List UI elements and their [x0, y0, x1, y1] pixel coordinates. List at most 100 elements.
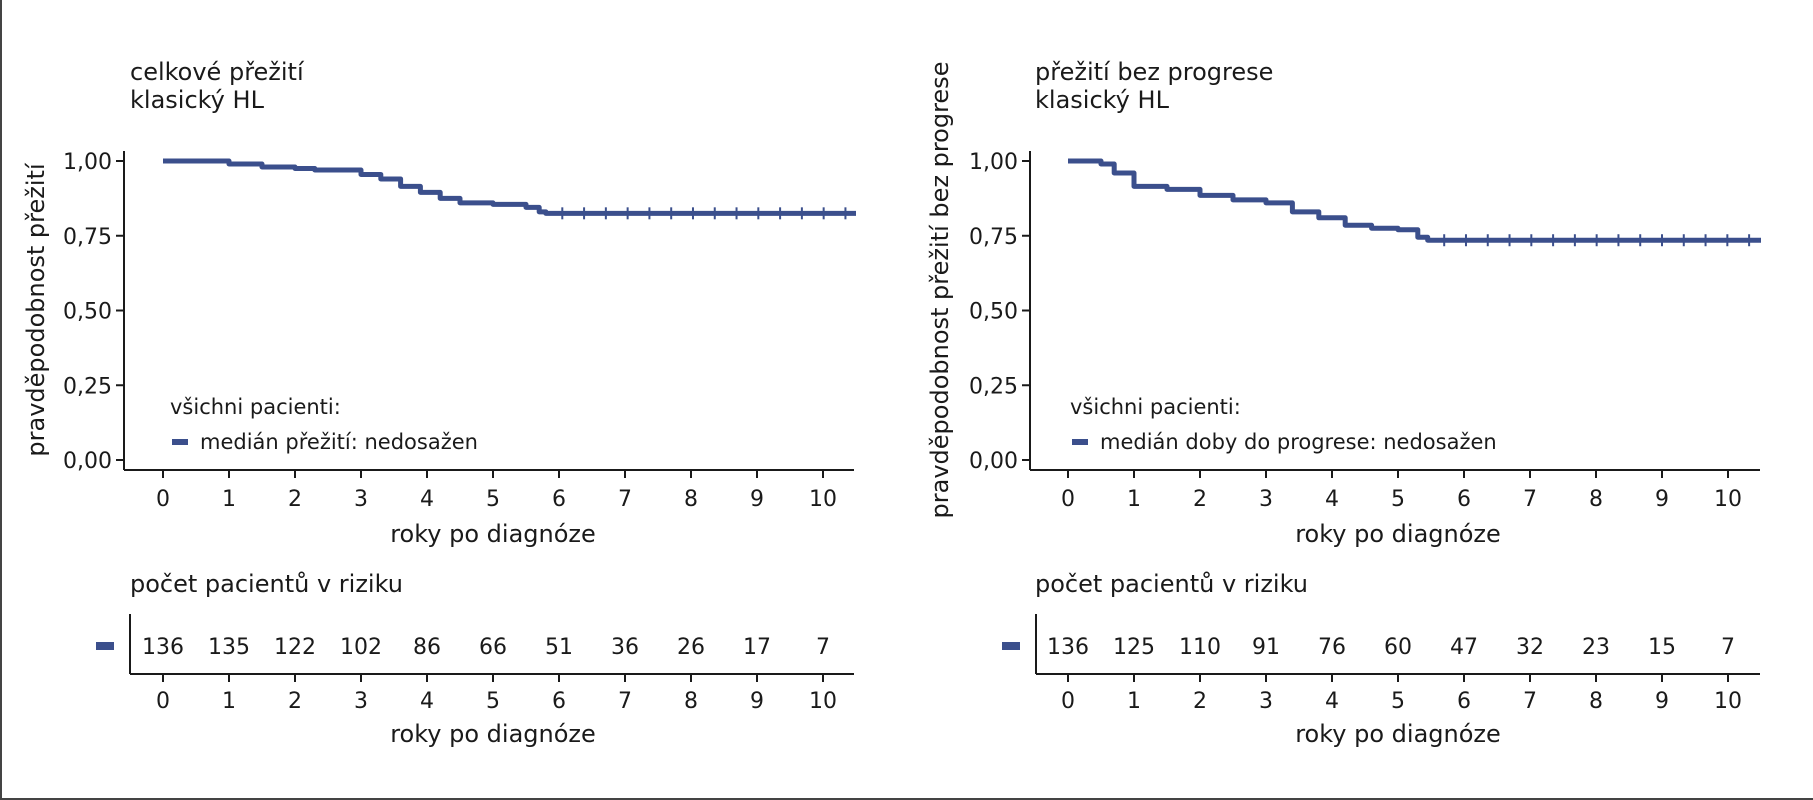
- risk-count: 26: [677, 635, 705, 660]
- risk-x-tick-label: 7: [618, 689, 632, 714]
- y-tick-label: 0,25: [63, 374, 112, 399]
- x-tick-label: 4: [1325, 487, 1339, 512]
- y-tick-label: 1,00: [63, 150, 112, 175]
- x-tick-label: 10: [809, 487, 837, 512]
- risk-count: 76: [1318, 635, 1346, 660]
- y-tick-label: 0,25: [969, 374, 1018, 399]
- risk-x-tick-label: 5: [486, 689, 500, 714]
- x-axis-label: roky po diagnóze: [390, 520, 596, 548]
- risk-count: 32: [1516, 635, 1544, 660]
- risk-x-tick-label: 0: [156, 689, 170, 714]
- legend-swatch: [172, 439, 188, 445]
- x-tick-label: 0: [156, 487, 170, 512]
- risk-x-tick-label: 10: [1714, 689, 1742, 714]
- risk-x-tick-label: 4: [1325, 689, 1339, 714]
- risk-count: 17: [743, 635, 771, 660]
- risk-x-axis-label: roky po diagnóze: [390, 720, 596, 748]
- risk-table-title: počet pacientů v riziku: [1035, 570, 1308, 598]
- x-tick-label: 5: [486, 487, 500, 512]
- y-tick-label: 0,00: [969, 449, 1018, 474]
- risk-table-title: počet pacientů v riziku: [130, 570, 403, 598]
- risk-count: 15: [1648, 635, 1676, 660]
- y-axis-label: pravděpodobnost přežití bez progrese: [926, 62, 954, 519]
- risk-x-tick-label: 8: [684, 689, 698, 714]
- x-tick-label: 6: [552, 487, 566, 512]
- x-tick-label: 7: [618, 487, 632, 512]
- chart-title: přežití bez progrese: [1035, 58, 1273, 86]
- risk-x-tick-label: 0: [1061, 689, 1075, 714]
- risk-x-tick-label: 4: [420, 689, 434, 714]
- risk-count: 36: [611, 635, 639, 660]
- x-tick-label: 10: [1714, 487, 1742, 512]
- risk-count: 136: [142, 635, 184, 660]
- legend-heading: všichni pacienti:: [170, 395, 341, 419]
- risk-count: 135: [208, 635, 250, 660]
- risk-x-tick-label: 3: [354, 689, 368, 714]
- risk-x-axis-label: roky po diagnóze: [1295, 720, 1501, 748]
- x-tick-label: 3: [1259, 487, 1273, 512]
- risk-x-tick-label: 1: [222, 689, 236, 714]
- risk-x-tick-label: 7: [1523, 689, 1537, 714]
- x-tick-label: 2: [1193, 487, 1207, 512]
- risk-x-tick-label: 2: [1193, 689, 1207, 714]
- risk-count: 110: [1179, 635, 1221, 660]
- risk-count: 7: [1721, 635, 1735, 660]
- legend-heading: všichni pacienti:: [1070, 395, 1241, 419]
- y-tick-label: 0,50: [63, 300, 112, 325]
- x-tick-label: 1: [1127, 487, 1141, 512]
- legend-swatch: [1072, 439, 1088, 445]
- risk-x-tick-label: 6: [552, 689, 566, 714]
- x-axis-label: roky po diagnóze: [1295, 520, 1501, 548]
- risk-count: 91: [1252, 635, 1280, 660]
- y-tick-label: 0,75: [969, 225, 1018, 250]
- risk-count: 60: [1384, 635, 1412, 660]
- x-tick-label: 0: [1061, 487, 1075, 512]
- risk-count: 66: [479, 635, 507, 660]
- x-tick-label: 7: [1523, 487, 1537, 512]
- risk-x-tick-label: 10: [809, 689, 837, 714]
- risk-count: 102: [340, 635, 382, 660]
- x-tick-label: 4: [420, 487, 434, 512]
- legend-entry: medián přežití: nedosažen: [200, 430, 478, 454]
- risk-count: 122: [274, 635, 316, 660]
- risk-count: 47: [1450, 635, 1478, 660]
- survival-curve: [1068, 158, 1761, 243]
- survival-curve: [163, 158, 856, 216]
- x-tick-label: 6: [1457, 487, 1471, 512]
- risk-x-tick-label: 1: [1127, 689, 1141, 714]
- x-tick-label: 9: [1655, 487, 1669, 512]
- legend-entry: medián doby do progrese: nedosažen: [1100, 430, 1497, 454]
- x-tick-label: 8: [1589, 487, 1603, 512]
- risk-x-tick-label: 5: [1391, 689, 1405, 714]
- risk-count: 125: [1113, 635, 1155, 660]
- risk-count: 86: [413, 635, 441, 660]
- risk-x-tick-label: 9: [750, 689, 764, 714]
- x-tick-label: 5: [1391, 487, 1405, 512]
- risk-table-swatch: [1002, 642, 1020, 650]
- y-tick-label: 0,75: [63, 225, 112, 250]
- risk-x-tick-label: 3: [1259, 689, 1273, 714]
- x-tick-label: 9: [750, 487, 764, 512]
- risk-count: 23: [1582, 635, 1610, 660]
- risk-count: 136: [1047, 635, 1089, 660]
- x-tick-label: 8: [684, 487, 698, 512]
- x-tick-label: 3: [354, 487, 368, 512]
- chart-subtitle: klasický HL: [1035, 86, 1170, 114]
- risk-x-tick-label: 2: [288, 689, 302, 714]
- x-tick-label: 1: [222, 487, 236, 512]
- risk-x-tick-label: 6: [1457, 689, 1471, 714]
- risk-x-tick-label: 8: [1589, 689, 1603, 714]
- risk-count: 7: [816, 635, 830, 660]
- y-tick-label: 0,00: [63, 449, 112, 474]
- y-tick-label: 0,50: [969, 300, 1018, 325]
- risk-x-tick-label: 9: [1655, 689, 1669, 714]
- risk-count: 51: [545, 635, 573, 660]
- y-tick-label: 1,00: [969, 150, 1018, 175]
- x-tick-label: 2: [288, 487, 302, 512]
- chart-title: celkové přežití: [130, 58, 305, 86]
- chart-subtitle: klasický HL: [130, 86, 265, 114]
